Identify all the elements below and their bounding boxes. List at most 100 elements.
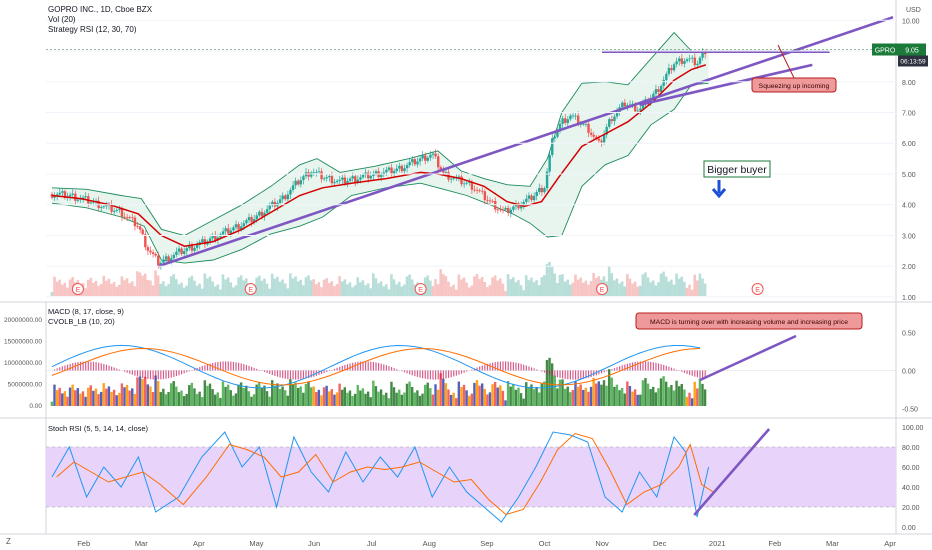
macd-volume-tick-label: 15000000.00 xyxy=(4,339,42,346)
macd-histogram-bar xyxy=(533,368,535,371)
macd-histogram-bar xyxy=(585,370,587,379)
candle-body xyxy=(250,217,253,223)
candle-body xyxy=(442,169,445,173)
macd-histogram-bar xyxy=(276,370,279,377)
cvolb-bar xyxy=(382,394,385,406)
candle-body xyxy=(232,227,235,231)
volume-bar xyxy=(180,282,183,296)
cvolb-bar xyxy=(610,377,613,406)
volume-bar xyxy=(333,286,336,296)
macd-volume-tick-label: 20000000.00 xyxy=(4,317,42,324)
stoch-tick-label: 20.00 xyxy=(902,505,920,512)
candle-body xyxy=(421,155,424,159)
cvolb-bar xyxy=(447,389,450,406)
volume-bar xyxy=(636,286,639,296)
volume-bar xyxy=(60,284,64,296)
candle-body xyxy=(457,176,461,178)
candle-body xyxy=(659,85,663,92)
macd-histogram-bar xyxy=(344,364,346,371)
cvolb-bar xyxy=(449,394,453,406)
macd-histogram-bar xyxy=(549,370,551,375)
x-tick-label: Apr xyxy=(884,539,896,548)
volume-bar xyxy=(364,285,367,296)
volume-bar xyxy=(314,284,318,296)
macd-histogram-bar xyxy=(390,367,393,371)
volume-bar xyxy=(693,274,697,296)
macd-histogram-bar xyxy=(494,362,496,371)
macd-histogram-bar xyxy=(492,362,494,371)
volume-bar xyxy=(638,285,642,296)
cvolb-bar xyxy=(639,394,642,406)
candle-body xyxy=(315,171,318,173)
cvolb-bar xyxy=(53,384,56,406)
macd-histogram-bar xyxy=(240,363,242,371)
cvolb-bar xyxy=(600,384,603,406)
candle-body xyxy=(110,204,113,212)
cvolb-bar xyxy=(605,385,608,406)
cvolb-bar xyxy=(294,382,297,406)
macd-histogram-bar xyxy=(206,364,209,371)
candle-body xyxy=(691,57,694,59)
volume-bar xyxy=(198,283,201,296)
macd-histogram-bar xyxy=(310,370,312,378)
cvolb-bar xyxy=(99,391,103,406)
macd-histogram-bar xyxy=(530,367,533,371)
bollinger-fill xyxy=(52,32,709,264)
macd-histogram-bar xyxy=(168,370,170,379)
volume-bar xyxy=(229,282,233,296)
cvolb-bar xyxy=(198,391,201,406)
volume-bar xyxy=(499,278,502,296)
macd-histogram-bar xyxy=(318,370,320,375)
cvolb-bar xyxy=(216,392,219,406)
macd-histogram-bar xyxy=(385,365,387,371)
cvolb-bar xyxy=(556,388,559,406)
cvolb-bar xyxy=(107,386,111,406)
candle-body xyxy=(623,102,627,107)
vol-label: Vol (20) xyxy=(48,15,76,24)
volume-bar xyxy=(387,289,391,296)
volume-bar xyxy=(579,277,582,296)
cvolb-bar xyxy=(480,383,484,406)
cvolb-bar xyxy=(89,385,92,406)
x-tick-label: Dec xyxy=(653,539,667,548)
volume-bar xyxy=(675,273,678,296)
volume-bar xyxy=(361,280,365,296)
macd-histogram-bar xyxy=(626,363,629,371)
cvolb-bar xyxy=(159,392,162,406)
macd-histogram-bar xyxy=(209,363,211,371)
macd-histogram-bar xyxy=(479,366,481,371)
volume-bar xyxy=(68,279,72,296)
macd-histogram-bar xyxy=(486,363,489,371)
macd-histogram-bar xyxy=(155,370,157,380)
cvolb-bar xyxy=(317,389,321,406)
volume-bar xyxy=(701,278,704,296)
macd-volume-tick-label: 5000000.00 xyxy=(8,382,43,389)
macd-histogram-bar xyxy=(199,367,201,371)
macd-histogram-bar xyxy=(663,364,665,371)
macd-histogram-bar xyxy=(219,361,222,371)
macd-histogram-bar xyxy=(694,370,696,377)
macd-histogram-bar xyxy=(201,366,203,371)
cvolb-bar xyxy=(201,397,204,406)
stoch-d-line xyxy=(56,432,714,516)
volume-bar xyxy=(206,278,209,296)
timezone-z-label[interactable]: Z xyxy=(6,537,11,546)
candle-body xyxy=(530,195,533,201)
cvolb-bar xyxy=(496,387,499,406)
macd-histogram-bar xyxy=(131,370,133,375)
volume-bar xyxy=(208,276,212,296)
cvolb-bar xyxy=(232,395,235,406)
macd-histogram-bar xyxy=(149,370,152,380)
cvolb-bar xyxy=(514,389,518,406)
macd-histogram-bar xyxy=(476,367,478,371)
macd-histogram-bar xyxy=(375,362,377,371)
macd-histogram-bar xyxy=(686,370,688,374)
cvolb-bar xyxy=(120,383,124,406)
macd-histogram-bar xyxy=(554,370,556,377)
candle-body xyxy=(574,115,577,117)
macd-histogram-bar xyxy=(129,370,131,374)
volume-bar xyxy=(449,286,453,296)
cvolb-bar xyxy=(488,392,492,406)
candle-body xyxy=(683,61,686,64)
price-tick-label: 7.00 xyxy=(902,111,916,118)
